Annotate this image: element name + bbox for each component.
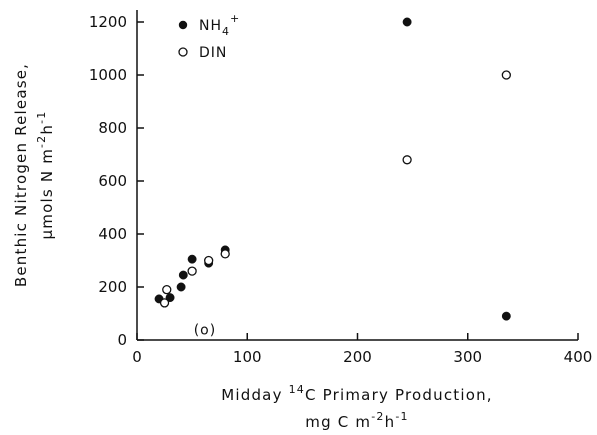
y-tick-label: 800	[98, 119, 127, 137]
nh4-point	[178, 270, 188, 280]
nh4-point	[165, 293, 175, 303]
y-tick-label: 600	[98, 172, 127, 190]
x-tick-label: 300	[453, 348, 482, 366]
legend: NH4+ DIN	[178, 12, 240, 61]
y-axis-title-line2: µmols N m-2h-1	[35, 111, 56, 240]
x-tick-label: 100	[233, 348, 262, 366]
din-point	[204, 255, 214, 266]
x-axis-title-line1: Midday 14C Primary Production,	[221, 383, 493, 404]
x-tick-label: 0	[132, 348, 142, 366]
nh4-point	[176, 282, 186, 292]
din-point	[501, 70, 511, 80]
y-tick-group: 0 200 400 600 800 1000 1200	[89, 13, 144, 349]
nh4-point	[187, 254, 197, 264]
din-point	[162, 284, 172, 295]
y-tick-label: 400	[98, 225, 127, 243]
x-tick-label: 200	[343, 348, 372, 366]
din-point	[402, 155, 412, 165]
din-point	[220, 249, 230, 259]
annotation-label: (o)	[194, 322, 217, 338]
din-point	[159, 298, 170, 308]
x-tick-label: 400	[564, 348, 593, 366]
legend-label-nh4: NH4+	[199, 12, 240, 38]
y-tick-label: 1000	[89, 66, 127, 84]
legend-marker-nh4	[178, 20, 188, 30]
din-point	[187, 266, 197, 276]
y-tick-label: 200	[98, 278, 127, 296]
legend-marker-din	[178, 47, 188, 57]
nh4-point	[402, 17, 412, 27]
y-axis-title-line1: Benthic Nitrogen Release,	[12, 63, 30, 287]
nh4-point	[501, 311, 511, 321]
x-axis-title-line2: mg C m-2h-1	[305, 410, 408, 431]
x-tick-group: 0 100 200 300 400	[132, 333, 592, 366]
y-tick-label: 1200	[89, 13, 127, 31]
legend-label-din: DIN	[199, 45, 227, 61]
y-tick-label: 0	[117, 331, 127, 349]
data-points	[154, 17, 511, 321]
